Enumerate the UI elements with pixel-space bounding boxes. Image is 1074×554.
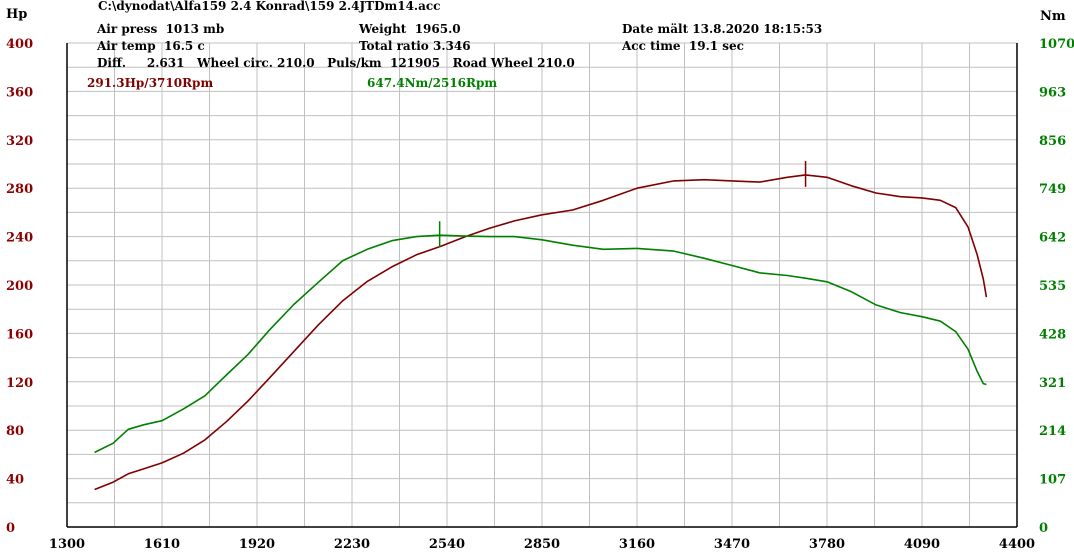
date-measured: Date mält 13.8.2020 18:15:53 (622, 22, 823, 36)
y-left-tick-label: 120 (6, 376, 33, 391)
x-tick-label: 3160 (619, 537, 655, 552)
x-tick-label: 2540 (429, 537, 465, 552)
y-left-tick-label: 200 (6, 279, 33, 294)
x-tick-label: 1920 (239, 537, 275, 552)
x-tick-label: 1300 (49, 537, 85, 552)
y-right-tick-label: 749 (1039, 182, 1066, 197)
torque-curve (94, 234, 987, 454)
air-pressure: Air press 1013 mb (97, 22, 225, 36)
total-ratio: Total ratio 3.346 (359, 39, 471, 53)
acc-time: Acc time 19.1 sec (622, 39, 744, 53)
y-right-tick-label: 214 (1039, 424, 1066, 439)
y-right-tick-label: 107 (1039, 473, 1066, 488)
y-left-tick-label: 400 (6, 37, 33, 52)
x-tick-label: 4090 (904, 537, 940, 552)
power-curve (94, 174, 988, 491)
axes (66, 43, 1018, 528)
x-tick-label: 3780 (809, 537, 845, 552)
tick-labels: Hp Nm 1300 1610 1920 2230 2540 2850 3160 3470 3780… (6, 7, 1074, 552)
y-left-tick-label: 160 (6, 327, 33, 342)
weight: Weight 1965.0 (359, 22, 461, 36)
power-peak-label: 291.3Hp/3710Rpm (87, 76, 214, 90)
y-left-tick-label: 280 (6, 182, 33, 197)
y-left-unit-label: Hp (6, 7, 27, 22)
torque-peak-label: 647.4Nm/2516Rpm (367, 76, 498, 90)
diff-line: Diff. 2.631 Wheel circ. 210.0 Puls/km 12… (97, 56, 575, 70)
y-left-tick-label: 240 (6, 231, 33, 246)
y-left-tick-label: 320 (6, 134, 33, 149)
y-right-tick-label: 642 (1039, 231, 1066, 246)
x-tick-label: 2230 (334, 537, 370, 552)
grid (67, 42, 1017, 527)
y-right-tick-label: 321 (1039, 376, 1066, 391)
y-right-tick-label: 963 (1039, 85, 1066, 100)
y-right-tick-label: 0 (1039, 521, 1048, 536)
y-right-tick-label: 1070 (1039, 37, 1074, 52)
y-right-unit-label: Nm (1040, 9, 1066, 24)
y-right-tick-label: 535 (1039, 279, 1066, 294)
y-left-tick-label: 0 (6, 521, 15, 536)
y-left-tick-label: 40 (6, 473, 24, 488)
x-tick-label: 3470 (714, 537, 750, 552)
file-path: C:\dynodat\Alfa159 2.4 Konrad\159 2.4JTD… (98, 0, 441, 13)
y-left-tick-label: 360 (6, 85, 33, 100)
x-tick-label: 2850 (524, 537, 560, 552)
air-temperature: Air temp 16.5 c (97, 39, 205, 53)
peak-markers (438, 160, 807, 248)
y-left-tick-label: 80 (6, 424, 24, 439)
y-right-tick-label: 428 (1039, 327, 1066, 342)
x-tick-label: 1610 (144, 537, 180, 552)
series-lines (94, 174, 988, 491)
y-right-tick-label: 856 (1039, 134, 1066, 149)
x-tick-label: 4400 (999, 537, 1035, 552)
